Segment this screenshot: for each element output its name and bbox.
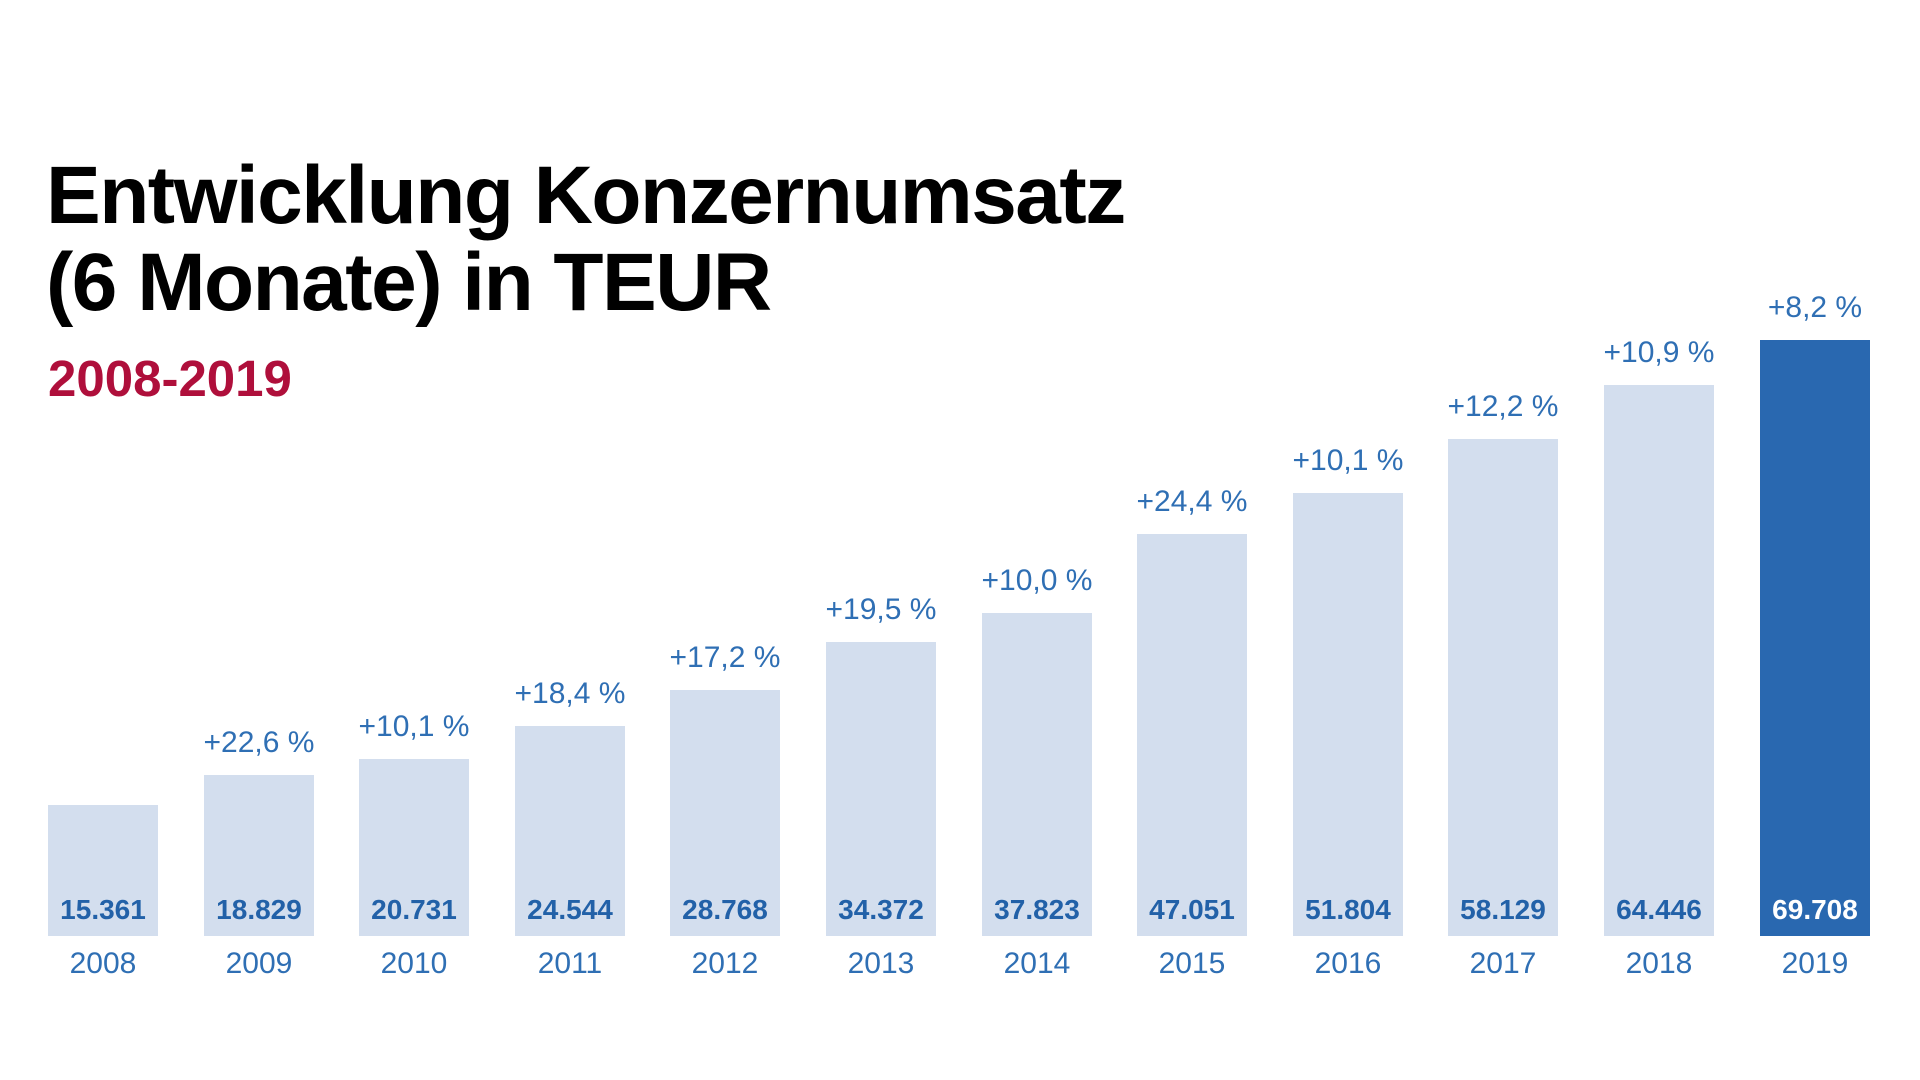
bar-value-label-2016: 51.804: [1305, 894, 1391, 925]
pct-change-label-2018: +10,9 %: [1603, 336, 1715, 369]
bar-2018: 64.446: [1604, 385, 1714, 936]
pct-change-label-2010: +10,1 %: [358, 710, 470, 743]
bar-value-label-2010: 20.731: [371, 894, 457, 925]
bar-value-label-2011: 24.544: [527, 894, 613, 925]
year-label-2008: 2008: [69, 947, 137, 980]
year-label-2010: 2010: [380, 947, 448, 980]
pct-change-label-2011: +18,4 %: [514, 677, 626, 710]
pct-change-label-2012: +17,2 %: [669, 641, 781, 674]
bar-value-label-2017: 58.129: [1460, 894, 1546, 925]
bar-2017: 58.129: [1448, 439, 1558, 936]
chart-title-line2: (6 Monate) in TEUR: [46, 237, 772, 328]
bar-value-label-2014: 37.823: [994, 894, 1080, 925]
pct-change-label-2015: +24,4 %: [1136, 485, 1248, 518]
bar-2010: 20.731: [359, 759, 469, 936]
bar-2008: 15.361: [48, 805, 158, 936]
year-label-2017: 2017: [1469, 947, 1537, 980]
year-label-2013: 2013: [847, 947, 915, 980]
year-label-2009: 2009: [225, 947, 293, 980]
pct-change-label-2009: +22,6 %: [203, 726, 315, 759]
bar-2016: 51.804: [1293, 493, 1403, 936]
chart-subtitle: 2008-2019: [48, 350, 292, 407]
chart-title: Entwicklung Konzernumsatz (6 Monate) in T…: [46, 150, 1126, 328]
bar-2013: 34.372: [826, 642, 936, 936]
bar-value-label-2019: 69.708: [1772, 894, 1858, 925]
bar-value-label-2015: 47.051: [1149, 894, 1235, 925]
bar-2015: 47.051: [1137, 534, 1247, 936]
bar-2012: 28.768: [670, 690, 780, 936]
bar-2019: 69.708: [1760, 340, 1870, 936]
pct-change-label-2017: +12,2 %: [1447, 390, 1559, 423]
year-label-2019: 2019: [1781, 947, 1849, 980]
year-label-2014: 2014: [1003, 947, 1071, 980]
bar-value-label-2018: 64.446: [1616, 894, 1702, 925]
pct-change-label-2014: +10,0 %: [981, 564, 1093, 597]
year-label-2011: 2011: [537, 947, 603, 980]
year-label-2016: 2016: [1314, 947, 1382, 980]
bar-2014: 37.823: [982, 613, 1092, 936]
pct-change-label-2016: +10,1 %: [1292, 444, 1404, 477]
bar-value-label-2009: 18.829: [216, 894, 302, 925]
year-label-2015: 2015: [1158, 947, 1226, 980]
chart-title-line1: Entwicklung Konzernumsatz: [46, 150, 1126, 241]
bar-2009: 18.829: [204, 775, 314, 936]
bar-value-label-2013: 34.372: [838, 894, 924, 925]
bar-2011: 24.544: [515, 726, 625, 936]
pct-change-label-2013: +19,5 %: [825, 593, 937, 626]
bar-value-label-2008: 15.361: [60, 894, 146, 925]
bar-value-label-2012: 28.768: [682, 894, 768, 925]
pct-change-label-2019: +8,2 %: [1767, 291, 1863, 324]
year-label-2018: 2018: [1625, 947, 1693, 980]
year-label-2012: 2012: [691, 947, 759, 980]
